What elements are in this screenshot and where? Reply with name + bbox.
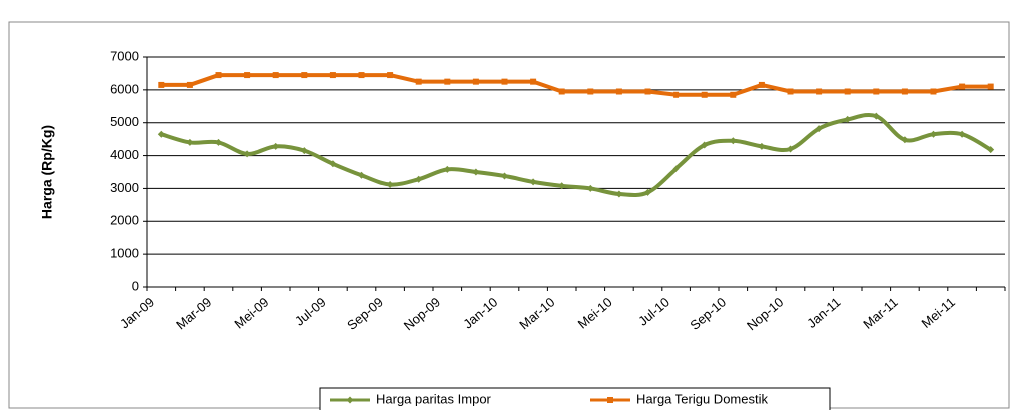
marker (901, 136, 909, 144)
marker (873, 88, 880, 95)
marker (615, 190, 623, 198)
marker (387, 72, 394, 79)
marker (959, 83, 966, 90)
marker (158, 81, 165, 88)
marker (758, 81, 765, 88)
marker (272, 142, 280, 150)
y-tick-label: 2000 (110, 213, 139, 228)
marker (730, 91, 737, 98)
marker (758, 142, 766, 150)
marker (301, 72, 308, 79)
marker (215, 138, 222, 146)
marker (186, 81, 193, 88)
y-tick-label: 4000 (110, 147, 139, 162)
marker (558, 88, 565, 95)
marker (243, 150, 251, 158)
marker (329, 160, 337, 168)
marker (872, 112, 880, 120)
marker (987, 146, 995, 154)
marker (186, 138, 194, 146)
marker (901, 88, 908, 95)
marker (673, 91, 680, 98)
marker (787, 88, 794, 95)
marker (215, 72, 222, 79)
marker (844, 115, 852, 123)
y-tick-label: 7000 (110, 48, 139, 63)
marker (157, 130, 165, 138)
marker (530, 78, 537, 85)
marker (987, 83, 994, 90)
marker (358, 171, 365, 179)
marker (607, 397, 613, 403)
marker (443, 165, 451, 173)
marker (415, 78, 422, 85)
y-tick-label: 3000 (110, 180, 139, 195)
y-tick-label: 6000 (110, 81, 139, 96)
marker (930, 88, 937, 95)
marker (329, 72, 336, 79)
marker (930, 130, 937, 138)
marker (444, 78, 451, 85)
marker (386, 180, 394, 188)
marker (501, 172, 508, 180)
y-tick-label: 1000 (110, 246, 139, 261)
marker (816, 88, 823, 95)
legend-label: Harga Terigu Domestik (636, 391, 768, 406)
marker (472, 78, 479, 85)
marker (529, 178, 537, 186)
marker (346, 396, 354, 404)
marker (587, 88, 594, 95)
marker (272, 72, 279, 79)
y-tick-label: 5000 (110, 114, 139, 129)
marker (472, 168, 480, 176)
y-axis-label: Harga (Rp/Kg) (39, 125, 55, 219)
marker (701, 91, 708, 98)
marker (644, 188, 651, 196)
marker (958, 130, 966, 138)
marker (244, 72, 251, 79)
series-line (161, 73, 991, 97)
marker (300, 147, 308, 155)
marker (701, 141, 709, 149)
marker (415, 175, 423, 183)
y-tick-label: 0 (132, 278, 139, 293)
marker (644, 88, 651, 95)
marker (672, 165, 680, 173)
marker (844, 88, 851, 95)
marker (815, 125, 823, 133)
marker (586, 184, 594, 192)
marker (729, 137, 737, 145)
marker (787, 145, 794, 153)
marker (501, 78, 508, 85)
marker (558, 182, 566, 190)
legend-box (319, 387, 831, 413)
marker (358, 72, 365, 79)
legend-label: Harga paritas Impor (376, 391, 492, 406)
marker (615, 88, 622, 95)
